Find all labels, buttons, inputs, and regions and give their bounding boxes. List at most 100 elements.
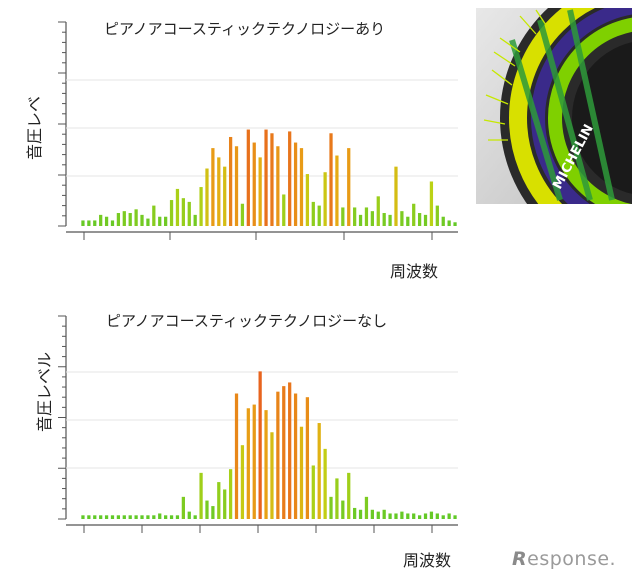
bottom-bar (122, 515, 126, 519)
bottom-bar (175, 515, 180, 519)
top-bar (400, 211, 404, 226)
top-x-axis-label: 周波数 (390, 262, 438, 281)
top-bar (234, 146, 239, 226)
top-bar (347, 148, 351, 226)
bottom-bar (87, 515, 91, 519)
top-bar (323, 172, 327, 226)
top-bar (258, 157, 262, 226)
bottom-bar (358, 509, 363, 519)
top-bar (252, 142, 256, 226)
top-bar (169, 200, 174, 226)
bottom-y-axis-label: 音圧レベル (35, 352, 54, 432)
top-bar (429, 181, 434, 226)
top-bar (223, 166, 227, 226)
top-bar (228, 136, 233, 226)
top-bar (358, 214, 363, 226)
top-bar (205, 168, 209, 226)
top-bar (134, 209, 138, 226)
bottom-bar (341, 500, 345, 519)
bottom-bar (211, 506, 215, 519)
top-bar (187, 201, 191, 226)
top-bar (181, 198, 185, 226)
top-bars (81, 129, 457, 226)
response-logo: Response. (512, 548, 616, 570)
bottom-bar (293, 393, 298, 519)
bottom-bar (317, 423, 321, 519)
top-bar (240, 203, 245, 226)
top-bar (217, 157, 221, 226)
bottom-bar (246, 408, 250, 519)
bottom-bar (128, 515, 132, 519)
bottom-bar (252, 404, 256, 519)
bottom-bar (388, 513, 392, 519)
bottom-chart-title: ピアノアコースティックテクノロジーなし (106, 312, 387, 330)
bottom-bar (152, 515, 156, 519)
tire-photo: MICHELIN (476, 8, 632, 204)
bottom-bar (93, 515, 97, 519)
top-bar (93, 220, 97, 226)
top-bar (364, 207, 369, 226)
brand-text: esponse. (527, 548, 617, 570)
bottom-bar (228, 469, 233, 519)
bottom-bar (376, 511, 380, 519)
bottom-bar (181, 496, 185, 519)
top-bar (99, 214, 103, 226)
bottom-bar (412, 513, 416, 519)
bottom-bar (81, 515, 85, 519)
top-bar (394, 166, 398, 226)
bottom-bar (205, 500, 209, 519)
top-bar (276, 146, 280, 226)
bottom-bar (223, 489, 227, 519)
bottom-bar (311, 465, 315, 519)
top-bar (81, 220, 85, 226)
bottom-bar (199, 472, 203, 519)
top-bar (376, 196, 380, 226)
chart-top: ピアノアコースティックテクノロジーあり 音圧レベ 周波数 (25, 20, 458, 281)
top-bar (264, 129, 268, 226)
top-bar (299, 148, 304, 226)
bottom-bar (441, 515, 445, 519)
top-bar (305, 174, 310, 226)
bottom-bar (134, 515, 138, 519)
top-bar (329, 133, 333, 226)
bottom-bar (299, 426, 304, 519)
bottom-bar (276, 391, 280, 519)
bottom-bar (335, 478, 339, 519)
top-bar (175, 188, 180, 226)
top-bar (270, 133, 274, 226)
top-bar (146, 218, 150, 226)
bottom-bar (187, 511, 191, 519)
bottom-bar (382, 509, 386, 519)
top-bar (317, 205, 321, 226)
bottom-bar (288, 382, 292, 519)
top-bar (87, 220, 91, 226)
top-bar (110, 220, 115, 226)
top-bar (164, 216, 168, 226)
top-bar (353, 207, 357, 226)
top-bar (128, 213, 132, 226)
bottom-bar (240, 445, 245, 519)
top-bar (140, 214, 144, 226)
top-bar (199, 187, 203, 226)
brand-mark: R (512, 548, 528, 570)
bottom-bar (329, 496, 333, 519)
top-chart-title: ピアノアコースティックテクノロジーあり (104, 20, 385, 38)
bottom-bar (116, 515, 121, 519)
top-bar (193, 214, 197, 226)
top-bar (406, 216, 410, 226)
bottom-bar (370, 509, 374, 519)
top-y-axis-label: 音圧レベ (25, 96, 44, 160)
bottom-bar (169, 515, 174, 519)
bottom-bar (193, 515, 197, 519)
top-bar (158, 216, 162, 226)
top-bar (382, 213, 386, 226)
top-bar (288, 131, 292, 226)
top-bar (104, 216, 109, 226)
bottom-bar (447, 513, 451, 519)
top-bar (423, 214, 428, 226)
top-axes (58, 21, 458, 240)
top-bar (370, 211, 374, 226)
top-bar (293, 142, 298, 226)
bottom-bar (110, 515, 115, 519)
